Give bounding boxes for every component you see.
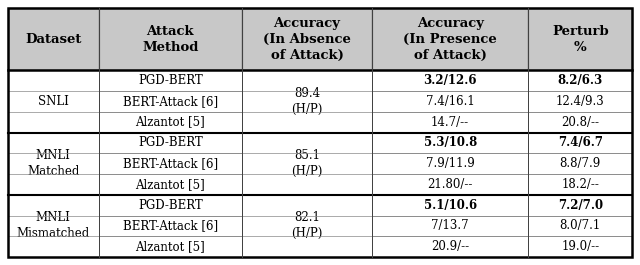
Text: Accuracy
(In Presence
of Attack): Accuracy (In Presence of Attack) — [403, 17, 497, 61]
Text: 20.9/--: 20.9/-- — [431, 240, 469, 253]
Text: Alzantot [5]: Alzantot [5] — [136, 178, 205, 191]
Bar — [99, 91, 242, 112]
Text: MNLI
Mismatched: MNLI Mismatched — [17, 211, 90, 240]
Bar — [372, 112, 528, 132]
Bar — [372, 132, 528, 153]
Text: 8.2/6.3: 8.2/6.3 — [557, 74, 603, 87]
Text: 19.0/--: 19.0/-- — [561, 240, 599, 253]
Bar — [8, 215, 99, 236]
Bar — [372, 70, 528, 91]
Text: 7.4/16.1: 7.4/16.1 — [426, 95, 474, 108]
Text: SNLI: SNLI — [38, 95, 68, 108]
Text: 12.4/9.3: 12.4/9.3 — [556, 95, 605, 108]
Bar — [242, 215, 372, 236]
Bar — [99, 174, 242, 195]
Bar — [242, 195, 372, 257]
Bar — [242, 195, 372, 215]
Bar — [372, 8, 528, 70]
Text: 3.2/12.6: 3.2/12.6 — [424, 74, 477, 87]
Text: Accuracy
(In Absence
of Attack): Accuracy (In Absence of Attack) — [263, 17, 351, 61]
Text: 8.8/7.9: 8.8/7.9 — [559, 157, 601, 170]
Bar — [99, 215, 242, 236]
Text: 7.9/11.9: 7.9/11.9 — [426, 157, 474, 170]
Bar — [242, 174, 372, 195]
Bar — [372, 174, 528, 195]
Bar — [242, 132, 372, 195]
Bar — [8, 195, 99, 257]
Bar — [528, 236, 632, 257]
Text: Alzantot [5]: Alzantot [5] — [136, 116, 205, 129]
Bar — [372, 236, 528, 257]
Bar — [99, 8, 242, 70]
Bar — [8, 174, 99, 195]
Bar — [372, 91, 528, 112]
Bar — [242, 236, 372, 257]
Bar — [528, 91, 632, 112]
Bar — [242, 70, 372, 91]
Bar — [528, 174, 632, 195]
Bar — [99, 195, 242, 215]
Bar — [8, 153, 99, 174]
Text: Perturb
%: Perturb % — [552, 25, 609, 54]
Bar — [372, 195, 528, 215]
Bar — [528, 112, 632, 132]
Bar — [8, 70, 99, 132]
Bar — [242, 153, 372, 174]
Text: 7.4/6.7: 7.4/6.7 — [558, 136, 603, 149]
Bar — [8, 70, 99, 91]
Bar — [528, 70, 632, 91]
Bar — [99, 132, 242, 153]
Bar — [8, 132, 99, 195]
Bar — [242, 91, 372, 112]
Bar — [8, 112, 99, 132]
Text: PGD-BERT: PGD-BERT — [138, 136, 203, 149]
Bar — [8, 195, 99, 215]
Text: PGD-BERT: PGD-BERT — [138, 74, 203, 87]
Bar — [372, 215, 528, 236]
Text: 14.7/--: 14.7/-- — [431, 116, 469, 129]
Bar — [8, 132, 99, 153]
Text: PGD-BERT: PGD-BERT — [138, 199, 203, 212]
Text: BERT-Attack [6]: BERT-Attack [6] — [123, 219, 218, 232]
Bar — [528, 8, 632, 70]
Bar — [99, 112, 242, 132]
Bar — [99, 70, 242, 91]
Bar — [528, 215, 632, 236]
Text: BERT-Attack [6]: BERT-Attack [6] — [123, 157, 218, 170]
Bar — [8, 91, 99, 112]
Bar — [99, 153, 242, 174]
Text: 18.2/--: 18.2/-- — [561, 178, 599, 191]
Bar — [528, 153, 632, 174]
Bar — [8, 236, 99, 257]
Text: 5.1/10.6: 5.1/10.6 — [424, 199, 477, 212]
Bar — [8, 8, 99, 70]
Text: Alzantot [5]: Alzantot [5] — [136, 240, 205, 253]
Text: 21.80/--: 21.80/-- — [428, 178, 473, 191]
Text: BERT-Attack [6]: BERT-Attack [6] — [123, 95, 218, 108]
Bar — [242, 112, 372, 132]
Bar — [372, 153, 528, 174]
Bar — [528, 195, 632, 215]
Text: 20.8/--: 20.8/-- — [561, 116, 599, 129]
Text: 8.0/7.1: 8.0/7.1 — [559, 219, 601, 232]
Bar — [99, 236, 242, 257]
Text: MNLI
Matched: MNLI Matched — [27, 149, 79, 178]
Text: Dataset: Dataset — [25, 33, 81, 46]
Text: 85.1
(H/P): 85.1 (H/P) — [291, 149, 323, 178]
Text: 89.4
(H/P): 89.4 (H/P) — [291, 87, 323, 116]
Bar — [242, 132, 372, 153]
Bar — [528, 132, 632, 153]
Text: 7.2/7.0: 7.2/7.0 — [557, 199, 603, 212]
Bar — [242, 70, 372, 132]
Text: 5.3/10.8: 5.3/10.8 — [424, 136, 477, 149]
Bar — [242, 8, 372, 70]
Text: 7/13.7: 7/13.7 — [431, 219, 469, 232]
Text: 82.1
(H/P): 82.1 (H/P) — [291, 211, 323, 240]
Text: Attack
Method: Attack Method — [142, 25, 198, 54]
